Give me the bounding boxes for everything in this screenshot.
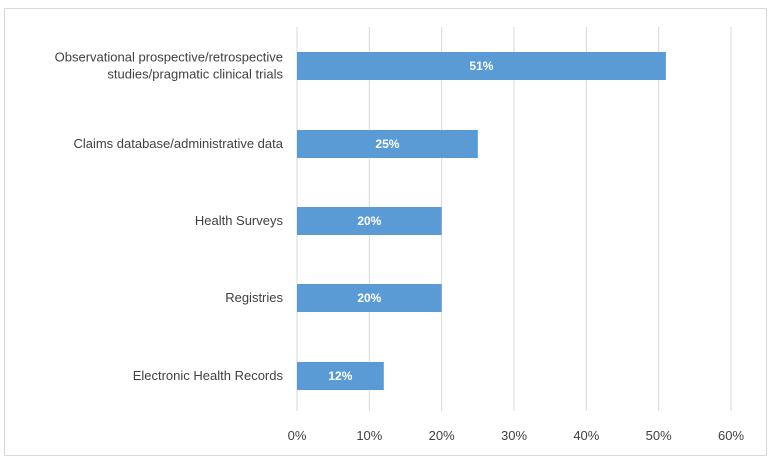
category-label: Registries	[225, 290, 283, 305]
x-tick-label: 30%	[501, 428, 527, 443]
x-tick-label: 50%	[646, 428, 672, 443]
data-label: 51%	[469, 59, 493, 73]
category-label: Electronic Health Records	[133, 368, 284, 383]
x-tick-label: 0%	[288, 428, 307, 443]
bar	[297, 362, 384, 390]
category-label: studies/pragmatic clinical trials	[107, 67, 283, 82]
bar	[297, 284, 442, 312]
bar	[297, 52, 666, 80]
category-label: Observational prospective/retrospective	[55, 50, 283, 65]
bar	[297, 130, 478, 158]
data-label: 12%	[328, 369, 352, 383]
x-tick-label: 20%	[429, 428, 455, 443]
data-label: 20%	[357, 214, 381, 228]
data-label: 25%	[375, 137, 399, 151]
category-label: Claims database/administrative data	[73, 136, 283, 151]
x-tick-label: 40%	[573, 428, 599, 443]
x-tick-label: 60%	[718, 428, 744, 443]
category-label: Health Surveys	[195, 213, 284, 228]
bar	[297, 207, 442, 235]
x-tick-label: 10%	[356, 428, 382, 443]
data-label: 20%	[357, 291, 381, 305]
